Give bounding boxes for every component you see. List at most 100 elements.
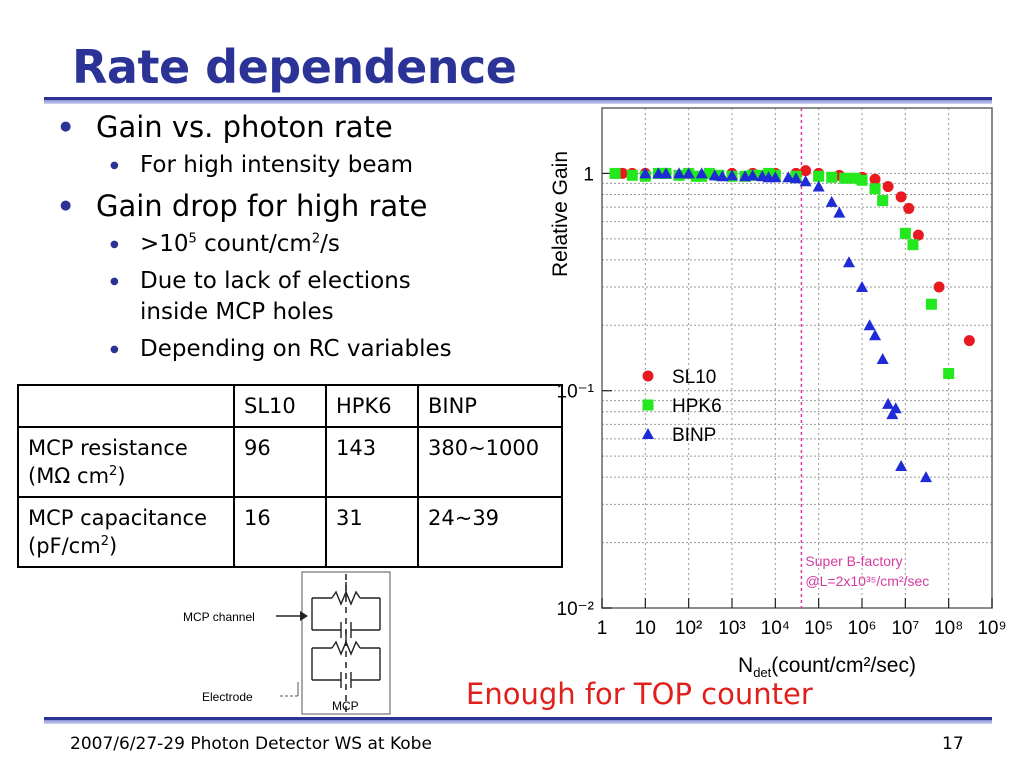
data-point-hpk6 xyxy=(877,195,889,207)
data-point-hpk6 xyxy=(925,298,937,310)
table-cell: 380~1000 xyxy=(417,426,563,498)
mcp-outline xyxy=(301,571,391,715)
bullet-list: Gain vs. photon rate For high intensity … xyxy=(60,108,530,371)
data-point-sl10 xyxy=(912,229,924,241)
data-point-hpk6 xyxy=(626,169,638,181)
annotation-super-b: Super B-factory xyxy=(805,553,902,569)
sub-bullet-rc-variables: Depending on RC variables xyxy=(60,334,530,365)
table-row-label: MCP capacitance (pF/cm2) xyxy=(17,496,235,568)
sub-bullet-rate-threshold: >105 count/cm2/s xyxy=(60,229,530,260)
legend-marker-binp xyxy=(642,428,654,439)
data-point-sl10 xyxy=(963,335,975,347)
legend-label-sl10: SL10 xyxy=(672,367,716,388)
data-point-binp xyxy=(790,172,803,184)
footer-divider xyxy=(44,717,992,724)
data-point-binp xyxy=(882,397,895,409)
data-point-hpk6 xyxy=(609,167,621,179)
mcp-properties-table: SL10 HPK6 BINP MCP resistance (MΩ cm2) 96… xyxy=(17,384,563,568)
data-point-hpk6 xyxy=(907,239,919,251)
data-point-binp xyxy=(708,169,721,181)
series-sl10 xyxy=(617,165,975,347)
title-divider xyxy=(44,97,992,104)
data-point-binp xyxy=(652,167,665,179)
sub-bullet-high-intensity: For high intensity beam xyxy=(60,150,530,181)
table-row-label: MCP resistance (MΩ cm2) xyxy=(17,426,235,498)
rc-branch xyxy=(311,640,381,688)
data-point-sl10 xyxy=(800,165,812,177)
data-point-sl10 xyxy=(869,173,881,185)
electrode-label: Electrode xyxy=(202,690,253,704)
legend-label-hpk6: HPK6 xyxy=(672,396,722,417)
annotation-luminosity: @L=2x10³⁵/cm²/sec xyxy=(805,573,929,589)
data-point-hpk6 xyxy=(839,172,851,184)
plot-frame xyxy=(601,107,993,609)
table-cell: 31 xyxy=(325,496,419,568)
data-point-sl10 xyxy=(903,202,915,214)
data-point-binp xyxy=(716,170,729,182)
data-point-binp xyxy=(639,167,652,179)
data-point-binp xyxy=(673,167,686,179)
x-tick-label: 10⁴ xyxy=(761,618,790,639)
mcp-label: MCP xyxy=(332,699,359,713)
data-point-binp xyxy=(895,460,908,472)
x-tick-label: 1 xyxy=(597,618,608,639)
data-point-binp xyxy=(886,408,899,420)
table-header-cell: SL10 xyxy=(233,384,327,428)
relative-gain-chart: 1 10 10² 10³ 10⁴ 10⁵ 10⁶ 10⁷ 10⁸ 10⁹ 1 10⁻¹ 10⁻² SL… xyxy=(549,107,1007,680)
data-point-hpk6 xyxy=(849,172,861,184)
table-header-row: SL10 HPK6 BINP xyxy=(17,384,563,428)
table-cell: 143 xyxy=(325,426,419,498)
y-tick-label: 10⁻¹ xyxy=(557,382,595,403)
data-point-sl10 xyxy=(882,181,894,193)
table-cell: 96 xyxy=(233,426,327,498)
x-axis-ticks: 1 10 10² 10³ 10⁴ 10⁵ 10⁶ 10⁷ 10⁸ 10⁹ xyxy=(597,598,1007,639)
data-point-hpk6 xyxy=(899,227,911,239)
data-point-binp xyxy=(799,175,812,187)
table-row: MCP capacitance (pF/cm2) 16 31 24~39 xyxy=(17,496,563,568)
data-point-binp xyxy=(769,171,782,183)
slide-title: Rate dependence xyxy=(72,40,517,94)
data-point-binp xyxy=(869,329,882,341)
legend-marker-sl10 xyxy=(642,370,654,382)
data-point-binp xyxy=(812,180,825,192)
data-point-binp xyxy=(920,471,933,483)
data-point-binp xyxy=(889,402,902,414)
data-point-hpk6 xyxy=(713,169,725,181)
y-tick-label: 10⁻² xyxy=(557,599,595,620)
legend-label-binp: BINP xyxy=(672,425,716,446)
footer-event: 2007/6/27-29 Photon Detector WS at Kobe xyxy=(70,734,432,754)
data-points xyxy=(609,165,975,483)
data-point-hpk6 xyxy=(869,183,881,195)
x-tick-label: 10 xyxy=(635,618,656,639)
data-point-binp xyxy=(856,281,868,293)
data-point-sl10 xyxy=(933,281,945,293)
data-point-binp xyxy=(695,167,708,179)
mcp-circuit-diagram: MCP channel Electrode MCP xyxy=(183,571,391,715)
rc-branch xyxy=(311,582,381,644)
x-tick-label: 10² xyxy=(675,618,702,639)
data-point-hpk6 xyxy=(826,171,838,183)
x-axis-label: Ndet(count/cm²/sec) xyxy=(738,654,916,680)
y-axis-label: Relative Gain xyxy=(549,151,572,277)
series-binp xyxy=(639,167,933,483)
sub-bullet-lack-electrons: Due to lack of elections inside MCP hole… xyxy=(60,266,470,328)
table-cell: 24~39 xyxy=(417,496,563,568)
data-point-sl10 xyxy=(895,191,907,203)
data-point-hpk6 xyxy=(703,167,715,179)
table-row: MCP resistance (MΩ cm2) 96 143 380~1000 xyxy=(17,426,563,498)
bullet-gain-drop: Gain drop for high rate xyxy=(60,187,530,225)
highlight-note: Enough for TOP counter xyxy=(466,677,813,711)
x-tick-label: 10³ xyxy=(718,618,745,639)
data-point-binp xyxy=(726,169,738,181)
data-point-hpk6 xyxy=(943,368,955,380)
data-point-binp xyxy=(876,352,889,364)
x-tick-label: 10⁶ xyxy=(848,618,877,639)
data-point-binp xyxy=(825,195,838,207)
data-point-hpk6 xyxy=(813,170,825,182)
x-tick-label: 10⁸ xyxy=(934,618,963,639)
page-number: 17 xyxy=(942,734,964,754)
data-point-hpk6 xyxy=(856,174,868,186)
x-tick-label: 10⁵ xyxy=(804,618,833,639)
table-header-cell: HPK6 xyxy=(325,384,419,428)
data-point-binp xyxy=(863,319,876,331)
